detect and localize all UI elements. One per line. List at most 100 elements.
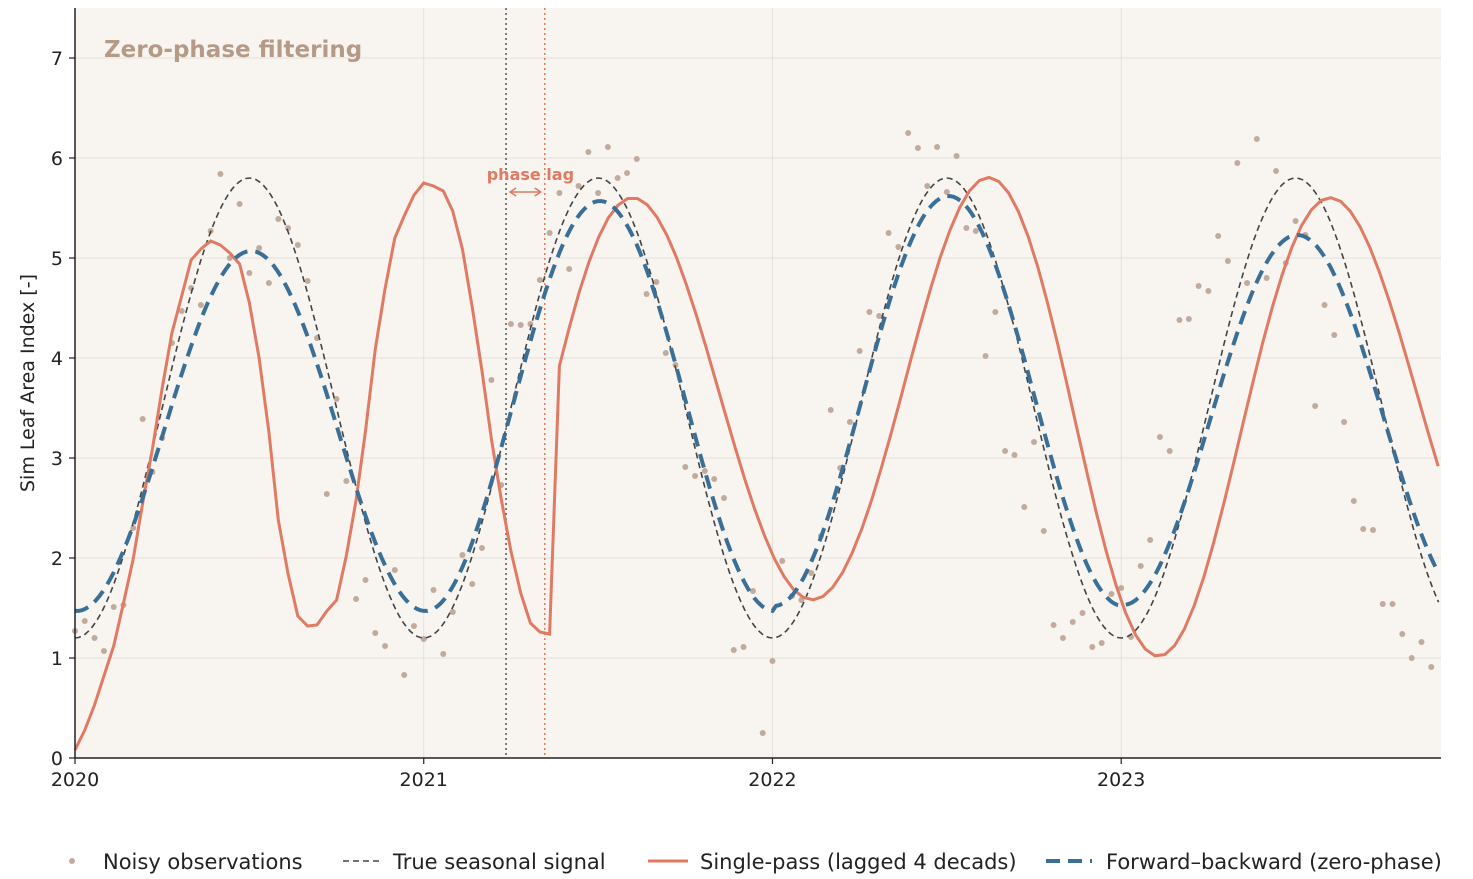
observation-point	[1031, 439, 1038, 445]
legend-label: Forward–backward (zero-phase)	[1106, 850, 1442, 874]
observation-point	[769, 658, 776, 664]
observation-point	[1156, 434, 1163, 440]
observation-point	[1428, 664, 1435, 670]
observation-point	[469, 581, 476, 587]
observation-point	[1069, 619, 1076, 625]
observation-point	[1059, 635, 1066, 641]
observation-point	[846, 419, 853, 425]
observation-point	[556, 190, 563, 196]
observation-point	[682, 464, 689, 470]
observation-point	[91, 635, 98, 641]
observation-point	[100, 648, 107, 654]
observation-point	[856, 348, 863, 354]
phase-lag-arrowhead-left	[508, 187, 517, 197]
x-ticks: 2020 2021 2022 2023	[51, 758, 1145, 791]
grid	[74, 8, 1441, 759]
y-tick-label: 5	[51, 248, 63, 270]
observation-point	[304, 278, 311, 284]
observation-point	[730, 647, 737, 653]
observation-point	[353, 596, 360, 602]
legend-label: True seasonal signal	[392, 850, 606, 874]
observation-point	[275, 216, 282, 222]
observation-point	[246, 270, 253, 276]
observation-point	[720, 495, 727, 501]
observation-point	[740, 644, 747, 650]
observation-point	[1234, 160, 1241, 166]
observation-point	[643, 291, 650, 297]
observation-point	[1195, 283, 1202, 289]
observation-point	[197, 302, 204, 308]
observation-point	[963, 225, 970, 231]
observation-point	[749, 588, 756, 594]
observation-point	[382, 643, 389, 649]
y-tick-label: 7	[51, 48, 63, 70]
observation-point	[914, 145, 921, 151]
observation-point	[972, 228, 979, 234]
observation-point	[1050, 622, 1057, 628]
x-tick-label: 2020	[51, 769, 99, 791]
observation-point	[885, 230, 892, 236]
legend-label: Single-pass (lagged 4 decads)	[700, 850, 1017, 874]
observation-point	[1089, 644, 1096, 650]
observation-point	[866, 309, 873, 315]
y-ticks: 0 1 2 3 4 5 6 7	[51, 48, 75, 770]
observation-point	[256, 245, 263, 251]
x-tick-label: 2023	[1097, 769, 1145, 791]
observation-point	[459, 552, 466, 558]
observation-point	[401, 672, 408, 678]
phase-lag-annotation: phase lag	[487, 165, 574, 197]
observation-point	[343, 478, 350, 484]
observation-point	[672, 362, 679, 368]
y-tick-label: 1	[51, 648, 63, 670]
observation-point	[488, 377, 495, 383]
observation-point	[1263, 275, 1270, 281]
observation-point	[362, 577, 369, 583]
observation-point	[614, 175, 621, 181]
y-tick-label: 6	[51, 148, 63, 170]
observation-point	[410, 623, 417, 629]
observation-point	[779, 558, 786, 564]
observation-point	[217, 171, 224, 177]
observation-point	[711, 476, 718, 482]
observation-point	[517, 322, 524, 328]
observation-point	[624, 170, 631, 176]
observation-point	[701, 468, 708, 474]
observation-point	[595, 190, 602, 196]
observation-point	[391, 567, 398, 573]
observation-point	[110, 604, 117, 610]
chart-title: Zero-phase filtering	[104, 37, 362, 63]
observation-point	[566, 266, 573, 272]
phase-lag-label: phase lag	[487, 165, 574, 184]
observation-point	[1118, 585, 1125, 591]
observation-point	[1408, 655, 1415, 661]
observation-point	[440, 651, 447, 657]
observation-point	[1244, 280, 1251, 286]
observation-point	[585, 149, 592, 155]
single-pass-line	[73, 175, 1440, 751]
observation-point	[449, 609, 456, 615]
observation-point	[323, 491, 330, 497]
observation-point	[1418, 639, 1425, 645]
observation-point	[1011, 452, 1018, 458]
observation-point	[943, 189, 950, 195]
observation-point	[1350, 498, 1357, 504]
observation-point	[1147, 537, 1154, 543]
observation-point	[1379, 601, 1386, 607]
observation-point	[982, 353, 989, 359]
observation-point	[692, 473, 699, 479]
observation-point	[1002, 448, 1009, 454]
observation-point	[81, 618, 88, 624]
observation-point	[1224, 258, 1231, 264]
observation-point	[294, 242, 301, 248]
plot-background	[75, 8, 1441, 758]
observation-point	[1292, 218, 1299, 224]
observation-point	[827, 407, 834, 413]
observation-point	[1321, 302, 1328, 308]
observation-point	[1399, 631, 1406, 637]
observation-point	[662, 350, 669, 356]
observation-point	[1215, 233, 1222, 239]
series-lines	[73, 175, 1441, 751]
observation-point	[876, 313, 883, 319]
observation-point	[934, 144, 941, 150]
observation-point	[1079, 610, 1086, 616]
